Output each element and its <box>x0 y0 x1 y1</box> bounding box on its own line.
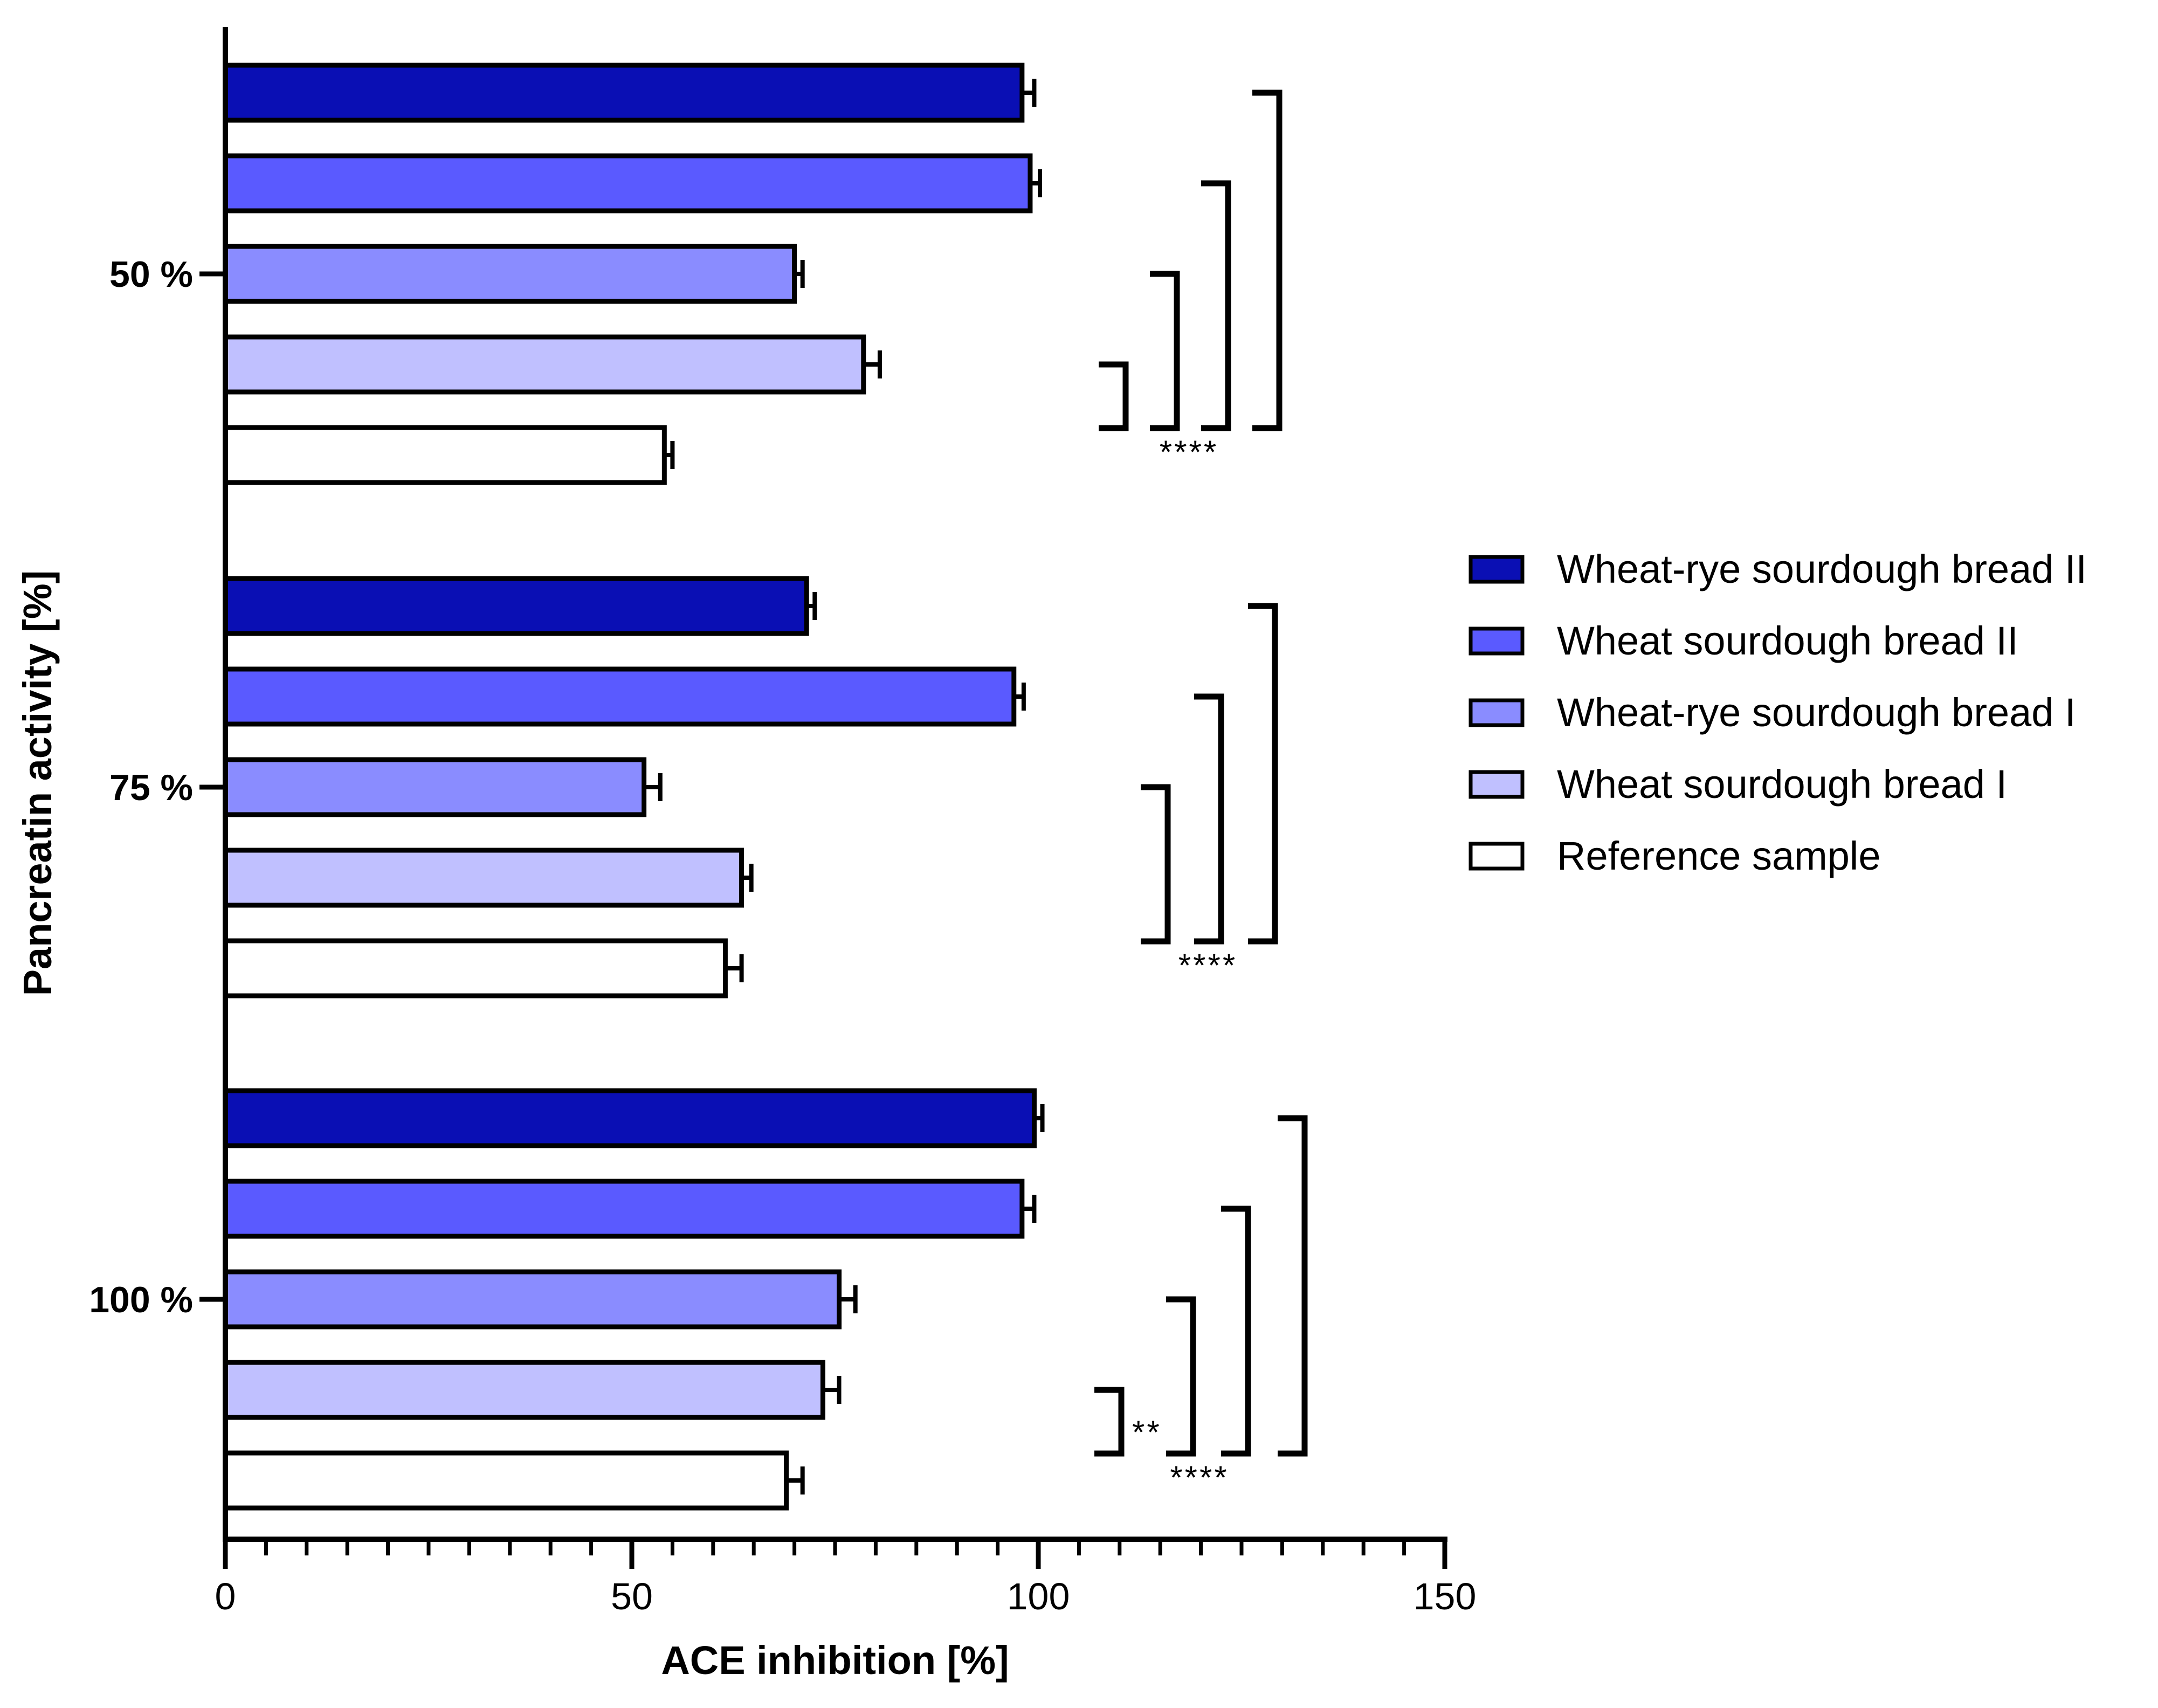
error-bar-wheat-rye-sourdough-bread-ii-2 <box>806 592 817 620</box>
error-bar-wheat-sourdough-bread-ii-2 <box>1013 683 1026 711</box>
bar-wheat-sourdough-bread-i-2 <box>223 848 744 908</box>
error-bar-wheat-sourdough-bread-ii-1 <box>1030 169 1043 197</box>
error-bar-wheat-rye-sourdough-bread-ii-3 <box>1034 1104 1045 1132</box>
significance-bracket-label: ** <box>1132 1414 1162 1450</box>
significance-group-2: **** <box>1141 603 1278 983</box>
bar-wheat-rye-sourdough-bread-ii-2 <box>223 576 809 636</box>
legend-label: Wheat sourdough bread I <box>1557 762 2007 807</box>
significance-group-1: **** <box>1099 89 1283 470</box>
significance-bracket <box>1166 1296 1196 1457</box>
bar-wheat-sourdough-bread-ii-1 <box>223 153 1033 214</box>
category-label: 50 % <box>109 254 193 295</box>
y-axis-title: Pancreatin activity [%] <box>15 570 60 996</box>
bar-wheat-sourdough-bread-i-3 <box>223 1360 825 1420</box>
category-label: 75 % <box>109 767 193 808</box>
bar-wheat-rye-sourdough-bread-ii-3 <box>223 1088 1037 1148</box>
bar-wheat-rye-sourdough-bread-ii-1 <box>223 63 1025 123</box>
significance-bracket <box>1150 271 1180 431</box>
legend-swatch <box>1468 770 1525 799</box>
bar-wheat-rye-sourdough-bread-i-1 <box>223 244 797 304</box>
legend-swatch <box>1468 626 1525 656</box>
significance-group-3: ****** <box>1094 1115 1308 1496</box>
x-axis-title: ACE inhibition [%] <box>661 1638 1009 1683</box>
error-bars-layer <box>644 79 1045 1494</box>
significance-bracket <box>1221 1206 1251 1457</box>
significance-bracket <box>1248 603 1278 945</box>
significance-group-label: **** <box>1178 947 1237 983</box>
x-tick-label: 0 <box>215 1575 236 1617</box>
bar-wheat-sourdough-bread-ii-3 <box>223 1179 1025 1239</box>
legend-item-wheat-sourdough-bread-ii: Wheat sourdough bread II <box>1468 618 2018 663</box>
x-tick-label: 150 <box>1414 1575 1477 1617</box>
legend: Wheat-rye sourdough bread II Wheat sourdo… <box>1468 547 2087 878</box>
significance-group-label: **** <box>1160 434 1218 470</box>
legend-item-reference-sample: Reference sample <box>1468 834 1881 878</box>
x-tick-label: 50 <box>611 1575 653 1617</box>
significance-bracket <box>1201 180 1231 431</box>
error-bar-wheat-sourdough-bread-ii-3 <box>1022 1195 1037 1223</box>
bar-wheat-rye-sourdough-bread-i-2 <box>223 757 647 817</box>
bars-layer <box>223 63 1037 1511</box>
error-bar-reference-sample-2 <box>725 954 744 982</box>
bar-wheat-sourdough-bread-ii-2 <box>223 666 1017 727</box>
bar-reference-sample-1 <box>223 425 667 485</box>
significance-bracket <box>1141 784 1171 945</box>
significance-layer: ************** <box>1094 89 1308 1496</box>
x-tick-label: 100 <box>1007 1575 1070 1617</box>
significance-bracket <box>1278 1115 1308 1457</box>
bar-wheat-sourdough-bread-i-1 <box>223 334 866 395</box>
error-bar-reference-sample-1 <box>664 441 675 469</box>
error-bar-wheat-sourdough-bread-i-3 <box>823 1376 842 1404</box>
bar-reference-sample-2 <box>223 938 728 998</box>
ticks-layer: 0 50 100 150 50 % 75 % 100 % <box>89 254 1476 1617</box>
error-bar-wheat-sourdough-bread-i-2 <box>741 864 754 892</box>
legend-item-wheat-rye-sourdough-bread-ii: Wheat-rye sourdough bread II <box>1468 547 2087 591</box>
category-label: 100 % <box>89 1279 193 1320</box>
error-bar-wheat-sourdough-bread-i-1 <box>863 350 882 378</box>
error-bar-wheat-rye-sourdough-bread-i-2 <box>644 773 663 801</box>
significance-bracket <box>1194 693 1224 945</box>
significance-bracket <box>1094 1387 1125 1457</box>
legend-swatch <box>1468 842 1525 871</box>
bar-wheat-rye-sourdough-bread-i-3 <box>223 1269 842 1330</box>
error-bar-reference-sample-3 <box>786 1466 805 1494</box>
significance-group-label: **** <box>1170 1459 1229 1496</box>
error-bar-wheat-rye-sourdough-bread-i-1 <box>794 260 805 288</box>
legend-label: Wheat-rye sourdough bread II <box>1557 547 2087 591</box>
significance-bracket <box>1252 89 1283 431</box>
bar-reference-sample-3 <box>223 1450 789 1511</box>
legend-swatch <box>1468 555 1525 584</box>
error-bar-wheat-rye-sourdough-bread-i-3 <box>839 1285 858 1313</box>
error-bar-wheat-rye-sourdough-bread-ii-1 <box>1022 79 1037 107</box>
legend-label: Wheat sourdough bread II <box>1557 618 2018 663</box>
legend-label: Wheat-rye sourdough bread I <box>1557 690 2076 735</box>
legend-item-wheat-sourdough-bread-i: Wheat sourdough bread I <box>1468 762 2007 807</box>
legend-label: Reference sample <box>1557 834 1881 878</box>
significance-bracket <box>1099 361 1129 431</box>
legend-swatch <box>1468 698 1525 727</box>
legend-item-wheat-rye-sourdough-bread-i: Wheat-rye sourdough bread I <box>1468 690 2076 735</box>
